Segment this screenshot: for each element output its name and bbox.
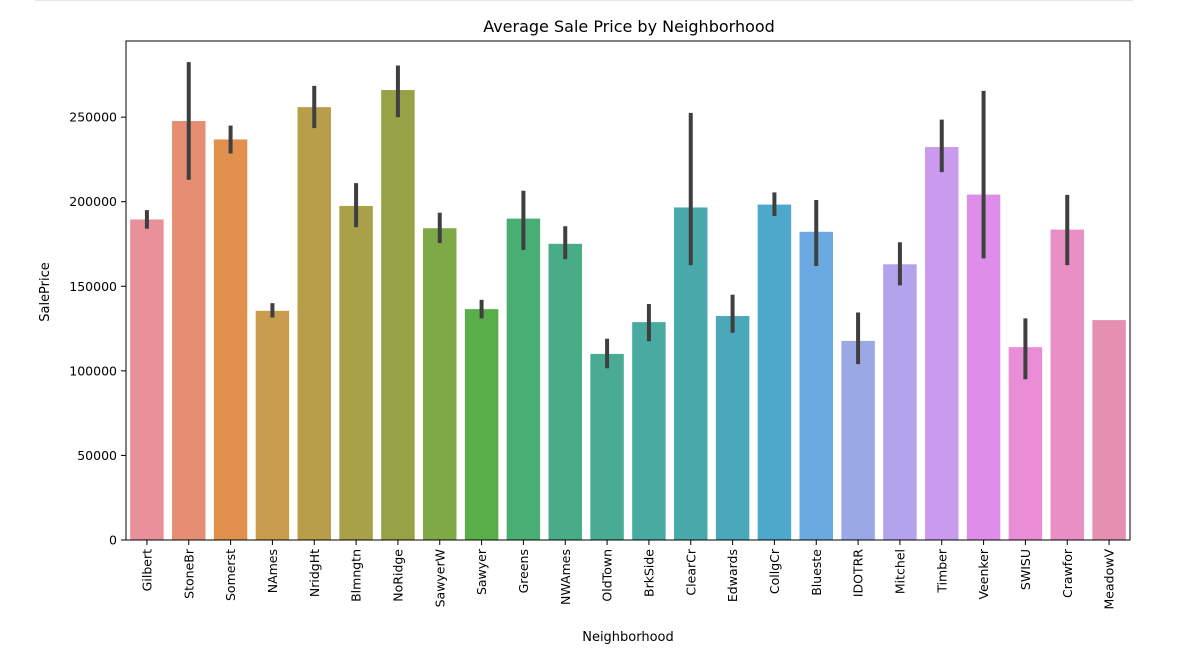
- bars-group: [130, 90, 1126, 541]
- x-tick-label: NWAmes: [558, 549, 573, 605]
- x-tick-label: CollgCr: [767, 548, 782, 594]
- bar-names: [255, 310, 290, 540]
- x-tick-label: MeadowV: [1102, 549, 1117, 610]
- x-tick-label: Veenker: [976, 548, 991, 599]
- bar-blmngtn: [339, 205, 373, 541]
- error-bars-group: [144, 62, 1070, 380]
- x-tick-label: StoneBr: [181, 548, 196, 599]
- bar-crawfor: [1050, 229, 1084, 540]
- y-tick-label: 50000: [77, 448, 117, 463]
- x-tick-label: Greens: [516, 549, 531, 593]
- x-tick-label: Edwards: [725, 549, 740, 602]
- y-tick-label: 150000: [69, 279, 117, 294]
- bar-nwames: [548, 243, 582, 540]
- x-tick-label: OldTown: [600, 549, 615, 602]
- bar-meadowv: [1092, 320, 1126, 540]
- x-tick-label: Mitchel: [892, 549, 907, 594]
- x-tick-label: SWISU: [1018, 549, 1033, 590]
- x-tick-label: IDOTRR: [851, 549, 866, 597]
- bar-edwards: [715, 316, 750, 540]
- y-tick-label: 250000: [69, 110, 117, 125]
- x-tick-label: ClearCr: [683, 548, 698, 595]
- chart-title: Average Sale Price by Neighborhood: [483, 17, 775, 36]
- x-axis: Gilbert StoneBr Somerst NAmes NridgHt Blmngtn…: [139, 540, 1117, 610]
- bar-stonebr: [172, 121, 206, 540]
- x-tick-label: Blmngtn: [349, 549, 364, 602]
- x-tick-label: Crawfor: [1060, 548, 1075, 598]
- x-tick-label: NoRidge: [390, 549, 405, 602]
- bar-mitchel: [883, 264, 917, 540]
- y-axis-label: SalePrice: [38, 262, 53, 322]
- bar-idotrr: [841, 340, 875, 540]
- bar-timber: [925, 147, 959, 540]
- x-tick-label: Gilbert: [139, 549, 154, 591]
- x-tick-label: Somerst: [223, 549, 238, 601]
- x-tick-label: NAmes: [265, 549, 280, 593]
- y-tick-label: 0: [109, 533, 117, 548]
- x-tick-label: BrkSide: [641, 549, 656, 597]
- x-tick-label: Blueste: [809, 549, 824, 596]
- bar-gilbert: [130, 219, 164, 540]
- plot-frame: [125, 40, 1131, 541]
- bar-brkside: [632, 322, 666, 540]
- bar-nridght: [297, 107, 331, 540]
- y-axis: 0 50000 100000 150000 200000 250000: [69, 110, 126, 548]
- x-axis-label: Neighborhood: [582, 630, 674, 645]
- bar-greens: [506, 218, 541, 540]
- bar-collgcr: [757, 204, 792, 541]
- bar-blueste: [799, 231, 833, 540]
- x-tick-label: Timber: [934, 548, 949, 594]
- bar-sawyer: [464, 309, 499, 540]
- x-tick-label: NridgHt: [307, 549, 322, 597]
- bar-somerst: [213, 139, 248, 540]
- x-tick-label: Sawyer: [474, 548, 489, 595]
- y-tick-label: 200000: [69, 194, 117, 209]
- y-tick-label: 100000: [69, 363, 117, 378]
- bar-sawyerw: [423, 228, 457, 540]
- x-tick-label: SawyerW: [432, 549, 447, 607]
- top-divider: [35, 0, 1133, 1]
- bar-oldtown: [590, 353, 624, 540]
- bar-noridge: [381, 90, 415, 541]
